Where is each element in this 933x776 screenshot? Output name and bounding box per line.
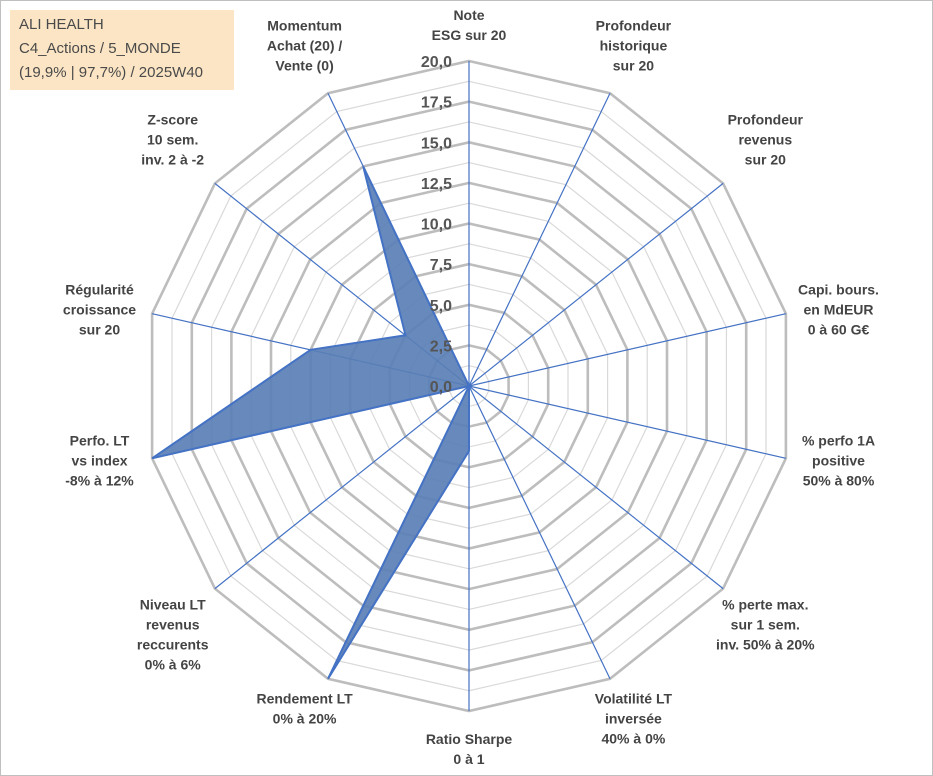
axis-label-line: Volatilité LT: [595, 690, 673, 706]
axis-label: Note ESG sur 20: [432, 7, 507, 43]
axis-label: Régularité croissance sur 20: [63, 282, 136, 338]
axis-label-line: sur 1 sem.: [731, 616, 800, 632]
axis-label-line: revenus: [738, 132, 792, 148]
axis-spoke: [468, 92, 611, 387]
category-label: C4_Actions / 5_MONDE: [19, 40, 181, 57]
axis-label-line: historique: [600, 38, 668, 54]
axis-label-line: sur 20: [745, 152, 786, 168]
axis-label-line: positive: [812, 452, 865, 468]
tick-labels: 0,0 2,5 5,0 7,5 10,0 12,5 15,0 17,5 20,0: [421, 54, 452, 396]
axis-label-line: Achat (20) /: [267, 38, 343, 54]
axis-label-line: 0 à 60 G€: [808, 322, 870, 338]
tick-label: 2,5: [430, 338, 452, 355]
tick-label: 20,0: [421, 54, 452, 71]
axis-label-line: 0% à 6%: [145, 656, 202, 672]
axis-label: Niveau LT revenus reccurents 0% à 6%: [137, 596, 209, 672]
axis-label-line: en MdEUR: [804, 302, 874, 318]
axis-label-line: Profondeur: [728, 112, 804, 128]
axis-label-line: % perfo 1A: [802, 432, 875, 448]
axis-label-line: inv. 50% à 20%: [716, 636, 815, 652]
axis-label-line: inv. 2 à -2: [141, 152, 204, 168]
tick-label: 12,5: [421, 176, 452, 193]
stats-label: (19,9% | 97,7%) / 2025W40: [19, 64, 203, 81]
axis-label: Capi. bours. en MdEUR 0 à 60 G€: [798, 282, 879, 338]
tick-label: 17,5: [421, 95, 452, 112]
data-series-area: [151, 165, 471, 680]
axis-label-line: croissance: [63, 302, 136, 318]
axis-label-line: reccurents: [137, 636, 209, 652]
axis-label-line: Rendement LT: [256, 690, 353, 706]
axis-label-line: revenus: [146, 616, 200, 632]
axis-label: Volatilité LT inversée 40% à 0%: [595, 690, 673, 746]
axis-label-line: % perte max.: [722, 596, 808, 612]
tick-label: 0,0: [430, 379, 452, 396]
axis-spoke: [468, 313, 787, 387]
axis-label-line: Niveau LT: [140, 596, 206, 612]
axis-label-line: 40% à 0%: [601, 730, 665, 746]
axis-label: Perfo. LT vs index -8% à 12%: [65, 432, 134, 488]
axis-label: Momentum Achat (20) / Vente (0): [267, 18, 343, 74]
axis-label-line: Note: [453, 7, 484, 23]
tick-label: 7,5: [430, 257, 452, 274]
axis-label-line: inversée: [605, 710, 662, 726]
axis-label-line: Momentum: [267, 18, 342, 34]
tick-label: 5,0: [430, 298, 452, 315]
axis-label: Rendement LT 0% à 20%: [256, 690, 353, 726]
axis-label: Profondeur revenus sur 20: [728, 112, 804, 168]
axis-labels: Note ESG sur 20 Profondeur historique sur 20…: [63, 7, 879, 767]
data-area: [151, 165, 471, 680]
axis-label-line: Perfo. LT: [70, 432, 130, 448]
axis-label: Z-score 10 sem. inv. 2 à -2: [141, 112, 204, 168]
security-name: ALI HEALTH: [19, 16, 104, 33]
axis-label-line: -8% à 12%: [65, 472, 134, 488]
axis-label-line: sur 20: [79, 322, 120, 338]
axis-spoke: [468, 385, 611, 680]
axis-label-line: 50% à 80%: [803, 472, 875, 488]
tick-label: 15,0: [421, 135, 452, 152]
axis-label-line: Vente (0): [275, 58, 333, 74]
axis-label-line: Capi. bours.: [798, 282, 879, 298]
axis-label: % perte max. sur 1 sem. inv. 50% à 20%: [716, 596, 815, 652]
info-box: ALI HEALTH C4_Actions / 5_MONDE (19,9% |…: [10, 10, 234, 90]
axis-label-line: 0 à 1: [453, 751, 484, 767]
axis-spoke: [468, 385, 724, 590]
axis-label-line: Profondeur: [596, 18, 672, 34]
axis-spoke: [214, 385, 470, 590]
axis-label-line: 10 sem.: [147, 132, 198, 148]
axis-label: % perfo 1A positive 50% à 80%: [802, 432, 875, 488]
axis-label: Ratio Sharpe 0 à 1: [426, 731, 513, 767]
axis-label-line: Z-score: [147, 112, 198, 128]
axis-label-line: sur 20: [613, 58, 654, 74]
axis-label-line: Régularité: [65, 282, 134, 298]
axis-spoke: [468, 182, 724, 387]
tick-label: 10,0: [421, 217, 452, 234]
axis-label-line: Ratio Sharpe: [426, 731, 513, 747]
axis-label-line: vs index: [71, 452, 127, 468]
axis-label: Profondeur historique sur 20: [596, 18, 672, 74]
axis-label-line: ESG sur 20: [432, 27, 507, 43]
axis-spoke: [468, 385, 787, 459]
axis-label-line: 0% à 20%: [273, 710, 337, 726]
